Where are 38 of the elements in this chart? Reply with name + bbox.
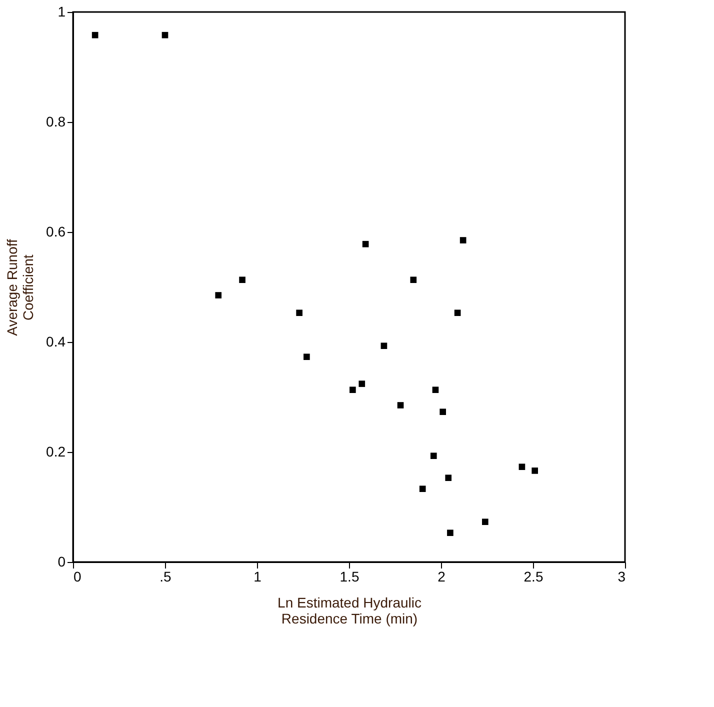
point bbox=[380, 342, 388, 350]
point bbox=[419, 486, 426, 492]
y-axis-title: Average Runoff Coefficient bbox=[4, 239, 36, 336]
point bbox=[532, 468, 538, 474]
x-axis-title: Ln Estimated Hydraulic Residence Time (min) bbox=[278, 594, 422, 626]
point bbox=[430, 452, 437, 460]
point bbox=[440, 408, 446, 416]
point bbox=[397, 402, 404, 408]
y-tick-label: 1 bbox=[58, 4, 66, 20]
point bbox=[162, 32, 168, 38]
x-tick-label: 1 bbox=[254, 568, 262, 584]
y-tick-label: 0 bbox=[58, 554, 66, 570]
point bbox=[362, 240, 369, 248]
x-tick-label: 0 bbox=[74, 568, 82, 584]
y-tick-label: 0.6 bbox=[46, 224, 66, 240]
point bbox=[460, 237, 466, 244]
point bbox=[432, 386, 439, 394]
point bbox=[518, 464, 526, 470]
point bbox=[304, 354, 310, 360]
point bbox=[454, 310, 461, 316]
y-tick-label: 0.8 bbox=[46, 114, 66, 130]
point bbox=[358, 380, 366, 387]
point bbox=[350, 386, 356, 394]
point bbox=[296, 310, 302, 316]
x-tick-label: 2 bbox=[438, 568, 446, 584]
point bbox=[92, 32, 98, 38]
point bbox=[482, 518, 488, 526]
x-tick-label: 1.5 bbox=[340, 568, 360, 584]
point bbox=[215, 292, 222, 298]
y-tick-label: 0.4 bbox=[46, 334, 66, 350]
point bbox=[445, 474, 452, 482]
x-tick-label: 3 bbox=[618, 568, 626, 584]
x-tick-label: .5 bbox=[160, 568, 172, 584]
point bbox=[239, 276, 246, 284]
point bbox=[410, 276, 417, 284]
y-tick-label: 0.2 bbox=[46, 444, 66, 460]
point bbox=[447, 530, 454, 536]
x-tick-label: 2.5 bbox=[524, 568, 544, 584]
